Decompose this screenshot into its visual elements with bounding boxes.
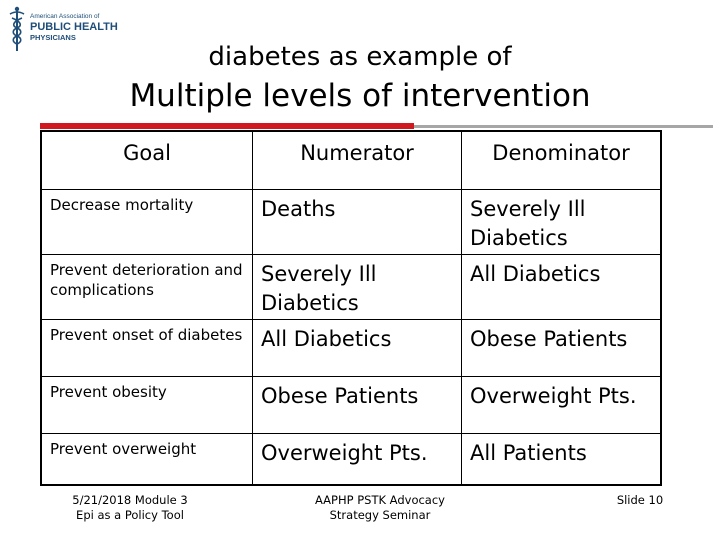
logo-line-2: PUBLIC HEALTH bbox=[30, 21, 118, 33]
footer-course-line-1: AAPHP PSTK Advocacy bbox=[315, 493, 445, 507]
caduceus-icon bbox=[9, 6, 25, 51]
logo-line-3: PHYSICIANS bbox=[30, 33, 76, 42]
intervention-table: Goal Numerator Denominator Decrease mort… bbox=[40, 130, 662, 486]
goal-cell: Prevent onset of diabetes bbox=[50, 326, 243, 344]
numerator-cell: Deaths bbox=[252, 190, 461, 255]
table-row: Decrease mortality Deaths Severely Ill D… bbox=[42, 189, 660, 255]
table-row: Prevent onset of diabetes All Diabetics … bbox=[42, 319, 660, 377]
logo-text: American Association of PUBLIC HEALTH PH… bbox=[30, 6, 118, 43]
numerator-cell: Severely Ill Diabetics bbox=[252, 255, 461, 320]
slide-subtitle: diabetes as example of bbox=[208, 42, 512, 72]
denominator-cell: All Diabetics bbox=[461, 255, 660, 320]
table-row: Prevent obesity Obese Patients Overweigh… bbox=[42, 376, 660, 434]
header-numerator: Numerator bbox=[252, 132, 461, 189]
denominator-cell: Overweight Pts. bbox=[461, 377, 660, 434]
header-goal: Goal bbox=[123, 141, 171, 165]
footer-module-title: Epi as a Policy Tool bbox=[76, 508, 184, 522]
header-denominator: Denominator bbox=[461, 132, 660, 189]
logo-line-1: American Association of bbox=[30, 13, 100, 20]
footer-center: AAPHP PSTK Advocacy Strategy Seminar bbox=[280, 493, 480, 523]
table-row: Prevent deterioration and complications … bbox=[42, 254, 660, 320]
numerator-cell: All Diabetics bbox=[252, 320, 461, 377]
footer-slide-number: Slide 10 bbox=[616, 493, 664, 507]
table-header-row: Goal Numerator Denominator bbox=[42, 132, 660, 189]
title-underline bbox=[40, 123, 713, 129]
denominator-cell: All Patients bbox=[461, 434, 660, 485]
denominator-cell: Severely Ill Diabetics bbox=[461, 190, 660, 255]
numerator-cell: Overweight Pts. bbox=[252, 434, 461, 485]
footer-left: 5/21/2018 Module 3 Epi as a Policy Tool bbox=[40, 493, 220, 523]
aaphp-logo: American Association of PUBLIC HEALTH PH… bbox=[6, 6, 136, 52]
goal-cell: Prevent deterioration and complications bbox=[50, 261, 243, 299]
table-row: Prevent overweight Overweight Pts. All P… bbox=[42, 433, 660, 485]
footer-date-module: 5/21/2018 Module 3 bbox=[72, 493, 188, 507]
goal-cell: Prevent obesity bbox=[50, 383, 167, 401]
slide-title: Multiple levels of intervention bbox=[129, 78, 591, 114]
goal-cell: Prevent overweight bbox=[50, 440, 197, 458]
denominator-cell: Obese Patients bbox=[461, 320, 660, 377]
footer-course-line-2: Strategy Seminar bbox=[329, 508, 431, 522]
title-underline-rule bbox=[414, 125, 713, 128]
goal-cell: Decrease mortality bbox=[50, 196, 194, 214]
title-underline-accent bbox=[40, 123, 414, 129]
numerator-cell: Obese Patients bbox=[252, 377, 461, 434]
